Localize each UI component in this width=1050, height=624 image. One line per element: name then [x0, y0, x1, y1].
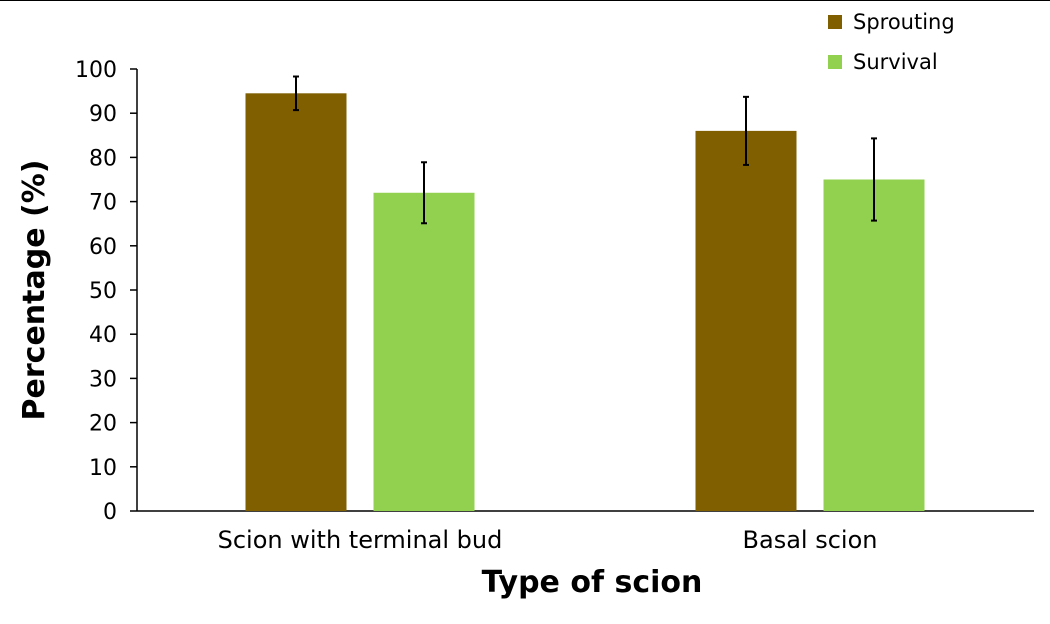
bar-sprouting: [245, 93, 347, 511]
y-axis-title: Percentage (%): [17, 160, 52, 421]
y-tick-label: 30: [89, 367, 117, 392]
y-tick-label: 70: [89, 191, 117, 216]
y-tick-label: 60: [89, 235, 117, 260]
y-tick-label: 10: [89, 456, 117, 481]
bar-survival: [373, 192, 475, 511]
top-border-line: [0, 0, 1050, 1]
legend-swatch-survival: [828, 55, 842, 69]
legend-label-survival: Survival: [853, 50, 938, 74]
y-tick-label: 0: [103, 500, 117, 525]
y-tick-label: 20: [89, 412, 117, 437]
legend-swatch-sprouting: [828, 15, 842, 29]
y-tick-label: 50: [89, 279, 117, 304]
x-category-label: Basal scion: [743, 526, 878, 554]
y-tick-label: 40: [89, 323, 117, 348]
bar-survival: [823, 179, 925, 511]
x-category-label: Scion with terminal bud: [218, 526, 503, 554]
y-tick-label: 90: [89, 102, 117, 127]
y-tick-label: 100: [75, 58, 117, 83]
x-axis-title: Type of scion: [482, 565, 703, 600]
bar-sprouting: [695, 130, 797, 511]
y-tick-label: 80: [89, 146, 117, 171]
legend-label-sprouting: Sprouting: [853, 10, 955, 34]
